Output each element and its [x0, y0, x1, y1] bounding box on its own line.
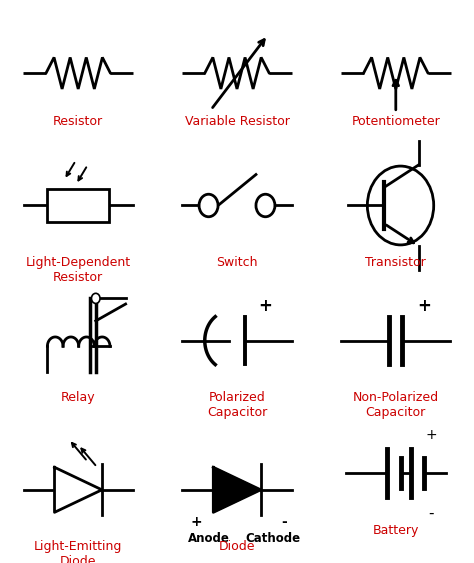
Text: -: - [428, 506, 434, 521]
Text: Battery: Battery [373, 524, 419, 537]
Text: Light-Dependent
Resistor: Light-Dependent Resistor [26, 256, 131, 284]
Text: Diode: Diode [219, 540, 255, 553]
Text: Anode: Anode [188, 532, 229, 545]
Text: +: + [258, 297, 273, 315]
Text: Polarized
Capacitor: Polarized Capacitor [207, 391, 267, 419]
Circle shape [199, 194, 218, 217]
Polygon shape [213, 467, 261, 512]
Text: Light-Emitting
Diode: Light-Emitting Diode [34, 540, 122, 563]
Polygon shape [55, 467, 102, 512]
Circle shape [91, 293, 100, 303]
Text: -: - [282, 516, 287, 529]
Text: Relay: Relay [61, 391, 96, 404]
Text: +: + [417, 297, 431, 315]
Text: Switch: Switch [216, 256, 258, 269]
Circle shape [367, 166, 434, 245]
Text: Transistor: Transistor [365, 256, 426, 269]
Text: Cathode: Cathode [245, 532, 300, 545]
Bar [47, 189, 109, 222]
Text: Resistor: Resistor [53, 115, 103, 128]
Text: +: + [191, 516, 202, 529]
Text: +: + [426, 428, 437, 441]
Text: Variable Resistor: Variable Resistor [184, 115, 290, 128]
Circle shape [256, 194, 275, 217]
Text: Non-Polarized
Capacitor: Non-Polarized Capacitor [353, 391, 439, 419]
Text: Potentiometer: Potentiometer [351, 115, 440, 128]
